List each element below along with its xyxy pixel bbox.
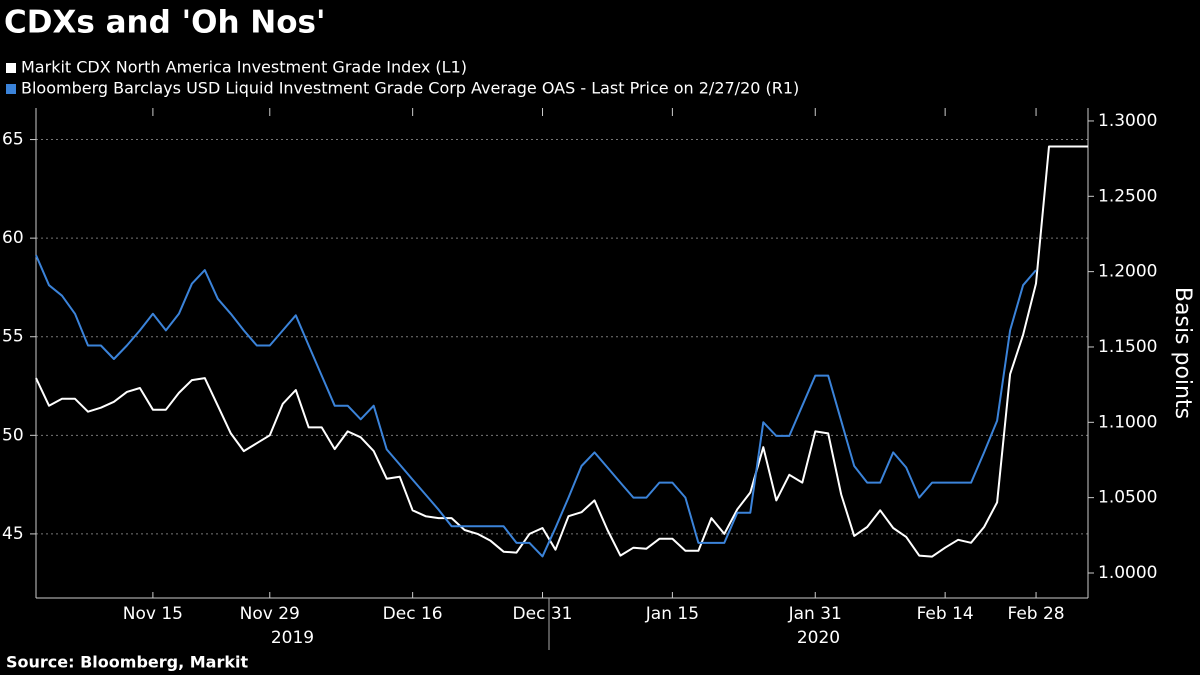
y2-tick-label: 1.2500 [1098, 186, 1157, 206]
y2-tick-label: 1.2000 [1098, 262, 1157, 282]
source: Source: Bloomberg, Markit [6, 653, 248, 672]
y2-tick-label: 1.3000 [1098, 111, 1157, 131]
y2-tick-label: 1.1500 [1098, 337, 1157, 357]
y2-axis-title: Basis points [1170, 287, 1195, 419]
legend-label: Markit CDX North America Investment Grad… [21, 58, 467, 77]
x-tick-label: Nov 15 [123, 604, 183, 624]
y-tick-label: 65 [2, 130, 24, 150]
y2-tick-label: 1.1000 [1098, 412, 1157, 432]
y-tick-label: 55 [2, 327, 24, 347]
legend-swatch [6, 84, 16, 94]
legend-swatch [6, 63, 16, 73]
chart-title: CDXs and 'Oh Nos' [4, 5, 326, 41]
x-tick-label: Jan 15 [645, 604, 699, 624]
y-tick-label: 45 [2, 524, 24, 544]
x-tick-label: Dec 31 [513, 604, 573, 624]
y2-tick-label: 1.0500 [1098, 488, 1157, 508]
series-line [35, 145, 1088, 558]
x-tick-label: Jan 31 [788, 604, 842, 624]
x-group-label: 2020 [797, 628, 840, 648]
legend-label: Bloomberg Barclays USD Liquid Investment… [21, 79, 799, 98]
x-tick-label: Nov 29 [240, 604, 300, 624]
y-tick-label: 50 [2, 425, 24, 445]
x-tick-label: Feb 14 [917, 604, 974, 624]
series-line [35, 254, 1037, 558]
x-tick-label: Feb 28 [1007, 604, 1064, 624]
y-tick-label: 60 [2, 228, 24, 248]
x-tick-label: Dec 16 [383, 604, 443, 624]
x-group-label: 2019 [271, 628, 314, 648]
y2-tick-label: 1.0000 [1098, 563, 1157, 583]
